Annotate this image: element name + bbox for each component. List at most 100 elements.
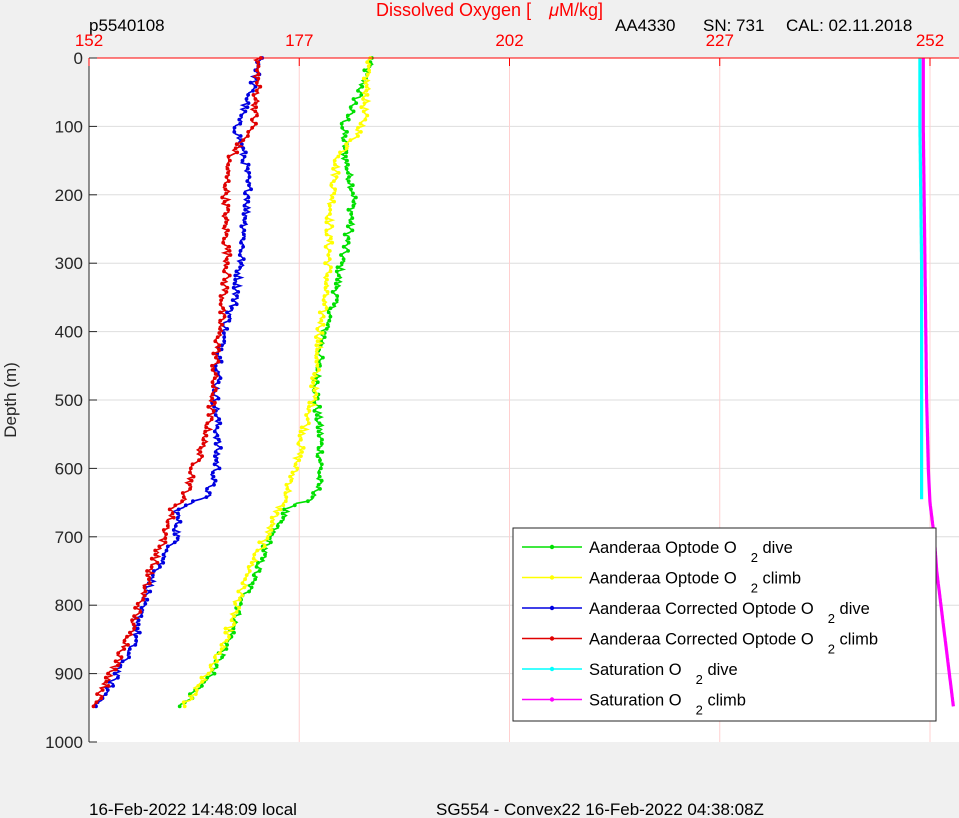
series-point	[239, 224, 244, 229]
series-point	[346, 117, 351, 122]
series-point	[243, 577, 248, 582]
series-point	[315, 347, 320, 352]
series-point	[217, 347, 221, 352]
series-point	[284, 482, 289, 487]
series-point	[344, 166, 349, 171]
series-point	[100, 688, 105, 692]
series-point	[244, 150, 248, 155]
series-point	[219, 347, 224, 352]
series-point	[256, 72, 261, 77]
series-point	[231, 626, 236, 631]
series-group	[918, 58, 924, 500]
series-point	[153, 548, 158, 553]
series-point	[246, 130, 251, 134]
series-point	[219, 359, 224, 364]
series-point	[103, 692, 108, 696]
series-point	[227, 244, 232, 249]
series-point	[119, 655, 124, 660]
series-point	[348, 138, 353, 143]
series-point	[218, 302, 223, 307]
series-point	[213, 388, 218, 393]
series-point	[242, 203, 247, 208]
series-point	[243, 207, 248, 212]
series-point	[361, 97, 365, 101]
series-point	[315, 454, 320, 458]
series-point	[257, 540, 262, 545]
series-point	[224, 232, 229, 237]
series-point	[336, 171, 341, 175]
series-point	[216, 380, 221, 385]
series-point	[213, 368, 218, 372]
legend-label-suffix: dive	[703, 661, 738, 679]
series-point	[242, 232, 246, 237]
y-tick-label: 500	[55, 391, 83, 410]
series-point	[209, 417, 214, 422]
series-point	[317, 470, 321, 475]
series-point	[213, 339, 218, 344]
series-point	[281, 515, 286, 520]
series-point	[237, 606, 242, 610]
series-point	[332, 191, 337, 196]
legend-label: Saturation O 2 dive	[589, 661, 738, 687]
series-point	[147, 577, 151, 582]
series-point	[217, 417, 222, 422]
series-point	[344, 146, 349, 151]
series-point	[281, 503, 286, 508]
series-point	[331, 166, 335, 171]
series-point	[278, 507, 283, 512]
series-point	[241, 257, 246, 261]
chart-title: Dissolved Oxygen [μM/kg]	[376, 0, 603, 20]
series-point	[340, 125, 345, 130]
series-point	[106, 671, 110, 676]
series-point	[176, 511, 180, 516]
series-point	[163, 536, 168, 541]
series-point	[363, 80, 368, 85]
series-point	[220, 343, 224, 348]
series-point	[198, 446, 203, 450]
series-point	[226, 228, 230, 233]
series-point	[328, 212, 332, 216]
series-point	[145, 573, 150, 577]
series-point	[161, 560, 166, 565]
series-point	[323, 285, 328, 290]
series-point	[332, 302, 336, 307]
series-point	[220, 195, 225, 200]
series-point	[218, 294, 223, 298]
legend-swatch-marker	[549, 605, 555, 611]
legend-label-suffix: climb	[758, 570, 801, 588]
series-point	[326, 310, 331, 315]
legend-label-subscript: 2	[696, 672, 703, 687]
series-point	[126, 643, 130, 647]
series-point	[241, 236, 246, 241]
series-point	[288, 474, 292, 479]
series-point	[356, 125, 360, 130]
series-point	[298, 429, 303, 434]
title-unit: M/kg]	[559, 0, 603, 20]
series-point	[232, 630, 236, 635]
legend-label-suffix: climb	[703, 692, 746, 710]
series-point	[134, 634, 139, 639]
series-point	[243, 109, 248, 114]
series-point	[91, 704, 96, 709]
footer-mission: SG554 - Convex22 16-Feb-2022 04:38:08Z	[436, 800, 764, 818]
series-point	[345, 113, 350, 118]
series-point	[204, 433, 209, 438]
series-point	[178, 519, 183, 524]
series-point	[358, 121, 363, 126]
series-point	[122, 638, 127, 643]
series-point	[216, 359, 221, 364]
series-point	[284, 495, 289, 499]
series-point	[325, 273, 329, 278]
series-point	[218, 651, 222, 655]
series-point	[206, 671, 211, 676]
legend-swatch-marker	[549, 697, 555, 702]
series-point	[226, 207, 231, 212]
series-point	[323, 261, 327, 266]
series-point	[223, 630, 228, 635]
series-point	[231, 285, 236, 290]
legend-swatch-marker	[549, 636, 555, 641]
series-point	[252, 552, 257, 557]
series-point	[315, 339, 320, 344]
series-point	[262, 544, 267, 549]
series-point	[362, 68, 367, 73]
